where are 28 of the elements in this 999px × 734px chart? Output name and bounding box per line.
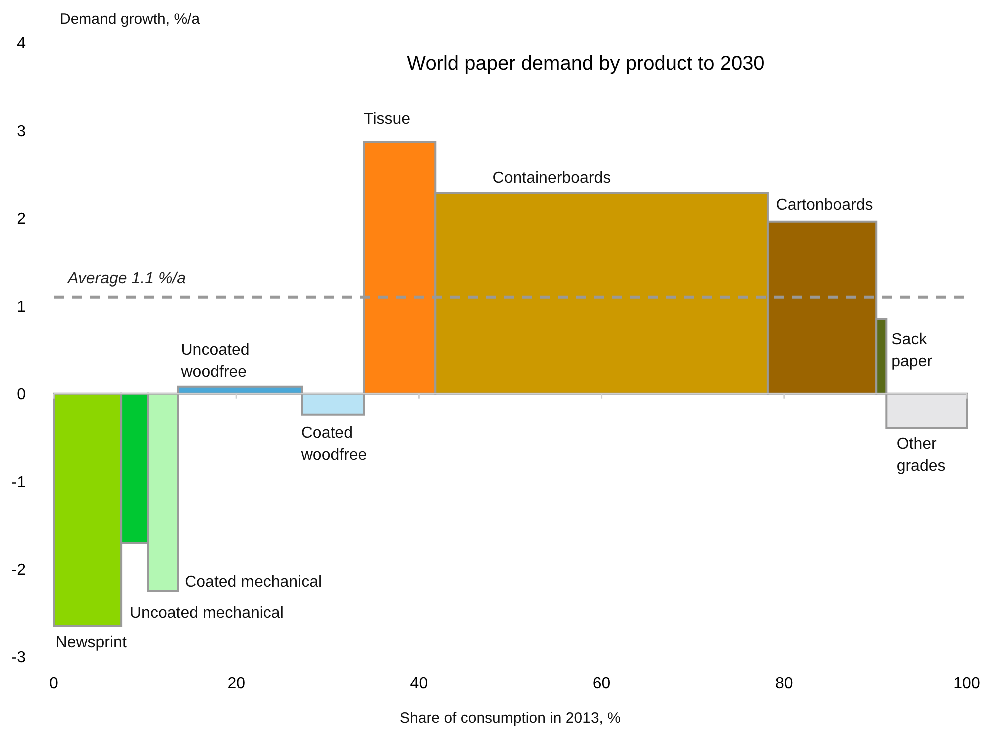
annotation: Sack paper [892, 331, 934, 370]
x-tick-label: 20 [228, 675, 246, 692]
y-tick-label: 0 [17, 386, 26, 404]
x-axis-title: Share of consumption in 2013, % [400, 710, 621, 727]
annotation: Containerboards [492, 170, 612, 187]
annotation: Other grades [896, 436, 946, 476]
x-tick-label: 100 [954, 675, 980, 692]
y-tick-label: -3 [12, 650, 26, 667]
y-tick-label: -2 [12, 562, 26, 579]
annotation: Coated woodfree [300, 424, 368, 464]
x-tick-label: 80 [776, 675, 794, 692]
annotation: Uncoated mechanical [130, 605, 284, 622]
chart-title: World paper demand by product to 2030 [407, 53, 765, 75]
y-tick-label: 3 [17, 123, 26, 140]
annotation: Uncoated woodfree [180, 342, 250, 381]
annotation: Cartonboards [776, 196, 874, 214]
y-tick-label: 2 [17, 211, 26, 228]
x-tick-label: 60 [592, 675, 611, 692]
y-tick-label: -1 [12, 474, 26, 492]
ref-line-label: Average 1.1 %/a [67, 270, 186, 288]
y-axis-title: Demand growth, %/a [60, 11, 201, 28]
annotation: Newsprint [56, 634, 128, 652]
y-tick-label: 1 [17, 298, 26, 316]
y-tick-label: 4 [17, 36, 26, 53]
x-tick-label: 0 [50, 675, 59, 692]
x-tick-label: 40 [410, 675, 428, 692]
annotation: Coated mechanical [185, 574, 322, 592]
annotation: Tissue [364, 111, 411, 128]
